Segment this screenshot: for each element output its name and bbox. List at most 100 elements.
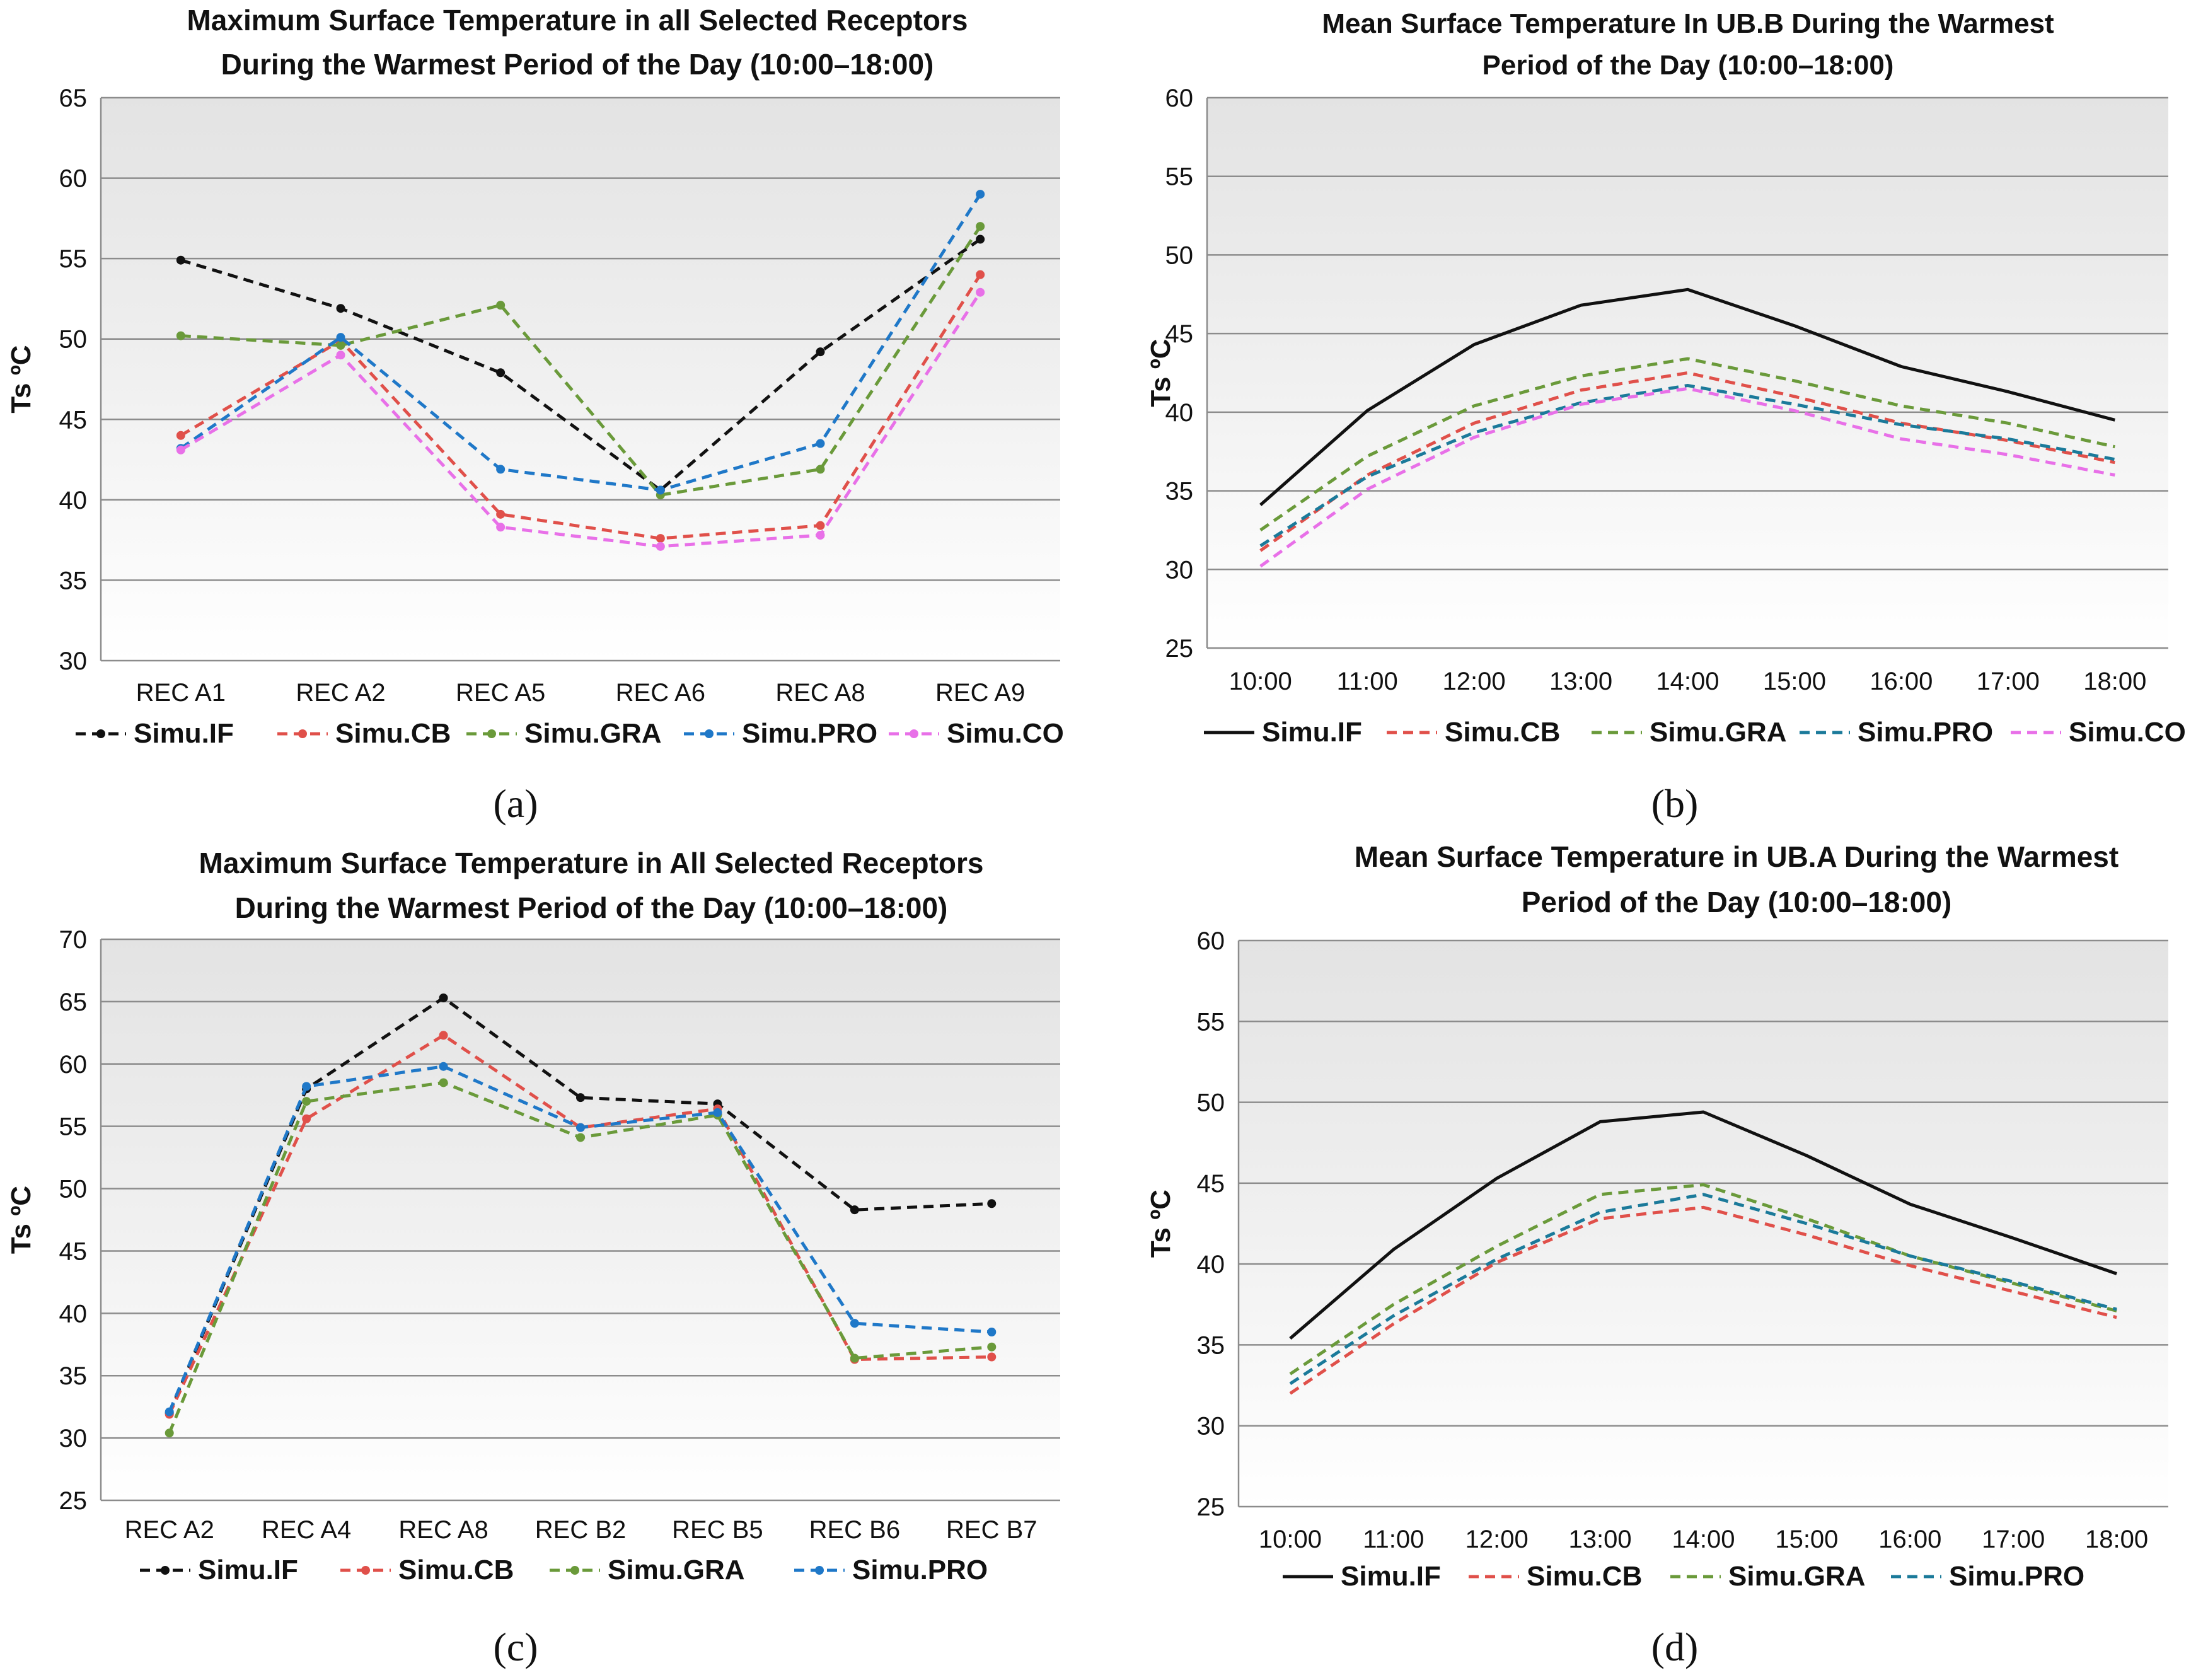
data-point-Simu.PRO <box>713 1108 722 1117</box>
y-tick-label: 25 <box>1165 635 1194 663</box>
x-tick-label: 16:00 <box>1870 668 1933 695</box>
data-point-Simu.IF <box>850 1205 859 1215</box>
legend-marker-Simu.IF <box>96 729 105 738</box>
y-tick-label: 40 <box>1165 399 1194 427</box>
x-tick-label: REC B2 <box>535 1516 627 1544</box>
data-point-Simu.CO <box>336 350 345 360</box>
chart-title-line-2: Period of the Day (10:00–18:00) <box>1522 886 1952 918</box>
x-tick-label: 11:00 <box>1363 1526 1424 1553</box>
legend-label-Simu.PRO: Simu.PRO <box>1949 1561 2084 1592</box>
data-point-Simu.PRO <box>987 1328 997 1336</box>
legend-label-Simu.IF: Simu.IF <box>1341 1561 1441 1592</box>
series-line-Simu.IF <box>1259 287 2115 506</box>
series-line-Simu.GRA <box>1289 1183 2117 1376</box>
y-axis-label: Ts ºC <box>1145 339 1176 407</box>
legend-label-Simu.CB: Simu.CB <box>398 1555 514 1585</box>
chart-panel-a: Maximum Surface Temperature in all Selec… <box>6 4 1064 826</box>
panel-label: (b) <box>1651 781 1699 826</box>
legend-marker-Simu.PRO <box>705 729 714 738</box>
chart-title-line-1: Maximum Surface Temperature in all Selec… <box>187 4 968 37</box>
legend-label-Simu.IF: Simu.IF <box>134 718 234 749</box>
data-point-Simu.GRA <box>496 301 506 310</box>
data-point-Simu.CO <box>496 523 506 532</box>
panel-label: (a) <box>493 781 538 826</box>
legend-marker-Simu.CB <box>298 729 307 738</box>
panel-label: (d) <box>1651 1625 1699 1669</box>
legend-label-Simu.PRO: Simu.PRO <box>742 718 877 749</box>
y-axis-label: Ts ºC <box>1145 1190 1176 1258</box>
y-tick-label: 50 <box>1197 1089 1225 1117</box>
series-line-Simu.PRO <box>1289 1193 2117 1386</box>
plot-area <box>101 98 1060 661</box>
x-tick-label: REC A8 <box>775 679 865 707</box>
y-tick-label: 45 <box>59 406 88 434</box>
plot-area <box>101 939 1060 1500</box>
x-tick-label: 10:00 <box>1259 1526 1322 1553</box>
y-tick-label: 30 <box>59 647 88 675</box>
series-line-Simu.PRO <box>180 193 982 492</box>
x-tick-label: REC A2 <box>296 679 385 707</box>
series-line-Simu.IF <box>180 238 981 492</box>
data-point-Simu.PRO <box>576 1123 585 1132</box>
legend-label-Simu.GRA: Simu.GRA <box>524 718 662 749</box>
data-point-Simu.IF <box>987 1199 997 1208</box>
x-tick-label: REC A4 <box>262 1516 351 1544</box>
series-line-Simu.CB <box>1289 1205 2117 1395</box>
series-line-Simu.CO <box>1259 386 2115 568</box>
x-tick-label: 18:00 <box>2085 1526 2148 1553</box>
x-tick-label: 17:00 <box>1977 668 2040 695</box>
x-tick-label: 16:00 <box>1878 1526 1941 1553</box>
data-point-Simu.IF <box>176 255 185 265</box>
legend-label-Simu.CB: Simu.CB <box>1527 1561 1642 1592</box>
y-tick-label: 35 <box>59 567 88 594</box>
data-point-Simu.GRA <box>165 1428 174 1438</box>
y-tick-label: 35 <box>59 1362 88 1390</box>
x-tick-label: REC A5 <box>456 679 545 707</box>
x-tick-label: 12:00 <box>1443 668 1506 695</box>
y-tick-label: 50 <box>59 326 88 354</box>
y-tick-label: 30 <box>1165 556 1194 584</box>
data-point-Simu.IF <box>816 347 825 357</box>
y-tick-label: 40 <box>59 487 88 514</box>
series-line-Simu.PRO <box>1259 384 2115 547</box>
y-tick-label: 45 <box>59 1237 88 1265</box>
y-tick-label: 55 <box>59 1113 88 1141</box>
data-point-Simu.CO <box>976 287 985 297</box>
y-tick-label: 55 <box>1165 163 1194 191</box>
data-point-Simu.GRA <box>439 1078 448 1087</box>
y-tick-label: 30 <box>1197 1413 1225 1440</box>
x-tick-label: 15:00 <box>1763 668 1826 695</box>
data-point-Simu.PRO <box>850 1319 859 1328</box>
chart-title-line-1: Maximum Surface Temperature in All Selec… <box>199 847 984 879</box>
data-point-Simu.PRO <box>165 1407 174 1416</box>
chart-title-line-1: Mean Surface Temperature In UB.B During … <box>1322 8 2054 39</box>
data-point-Simu.GRA <box>336 340 345 350</box>
x-tick-label: 10:00 <box>1229 668 1292 695</box>
data-point-Simu.PRO <box>976 190 985 199</box>
x-tick-label: 17:00 <box>1982 1526 2045 1553</box>
x-tick-label: REC A2 <box>125 1516 214 1544</box>
series-line-Simu.GRA <box>1259 357 2115 531</box>
data-point-Simu.IF <box>576 1093 585 1103</box>
y-tick-label: 45 <box>1197 1170 1225 1198</box>
plot-area <box>1207 98 2168 648</box>
data-point-Simu.CO <box>656 542 665 551</box>
data-point-Simu.CB <box>302 1114 311 1123</box>
x-tick-label: 11:00 <box>1337 668 1398 695</box>
legend-marker-Simu.PRO <box>815 1566 824 1575</box>
x-tick-label: 13:00 <box>1549 668 1612 695</box>
chart-title-line-2: During the Warmest Period of the Day (10… <box>235 891 948 924</box>
data-point-Simu.CB <box>816 521 825 530</box>
data-point-Simu.PRO <box>439 1062 448 1071</box>
chart-panel-d: Mean Surface Temperature in UB.A During … <box>1145 840 2168 1669</box>
y-tick-label: 65 <box>59 84 88 112</box>
y-tick-label: 60 <box>1165 84 1194 112</box>
data-point-Simu.CO <box>816 530 825 540</box>
x-tick-label: 15:00 <box>1775 1526 1838 1553</box>
legend-marker-Simu.GRA <box>570 1566 579 1575</box>
legend-label-Simu.CO: Simu.CO <box>947 718 1064 749</box>
x-tick-label: REC B5 <box>672 1516 763 1544</box>
legend-marker-Simu.CB <box>361 1566 370 1575</box>
chart-panel-c: Maximum Surface Temperature in All Selec… <box>6 847 1060 1669</box>
y-tick-label: 65 <box>59 988 88 1016</box>
